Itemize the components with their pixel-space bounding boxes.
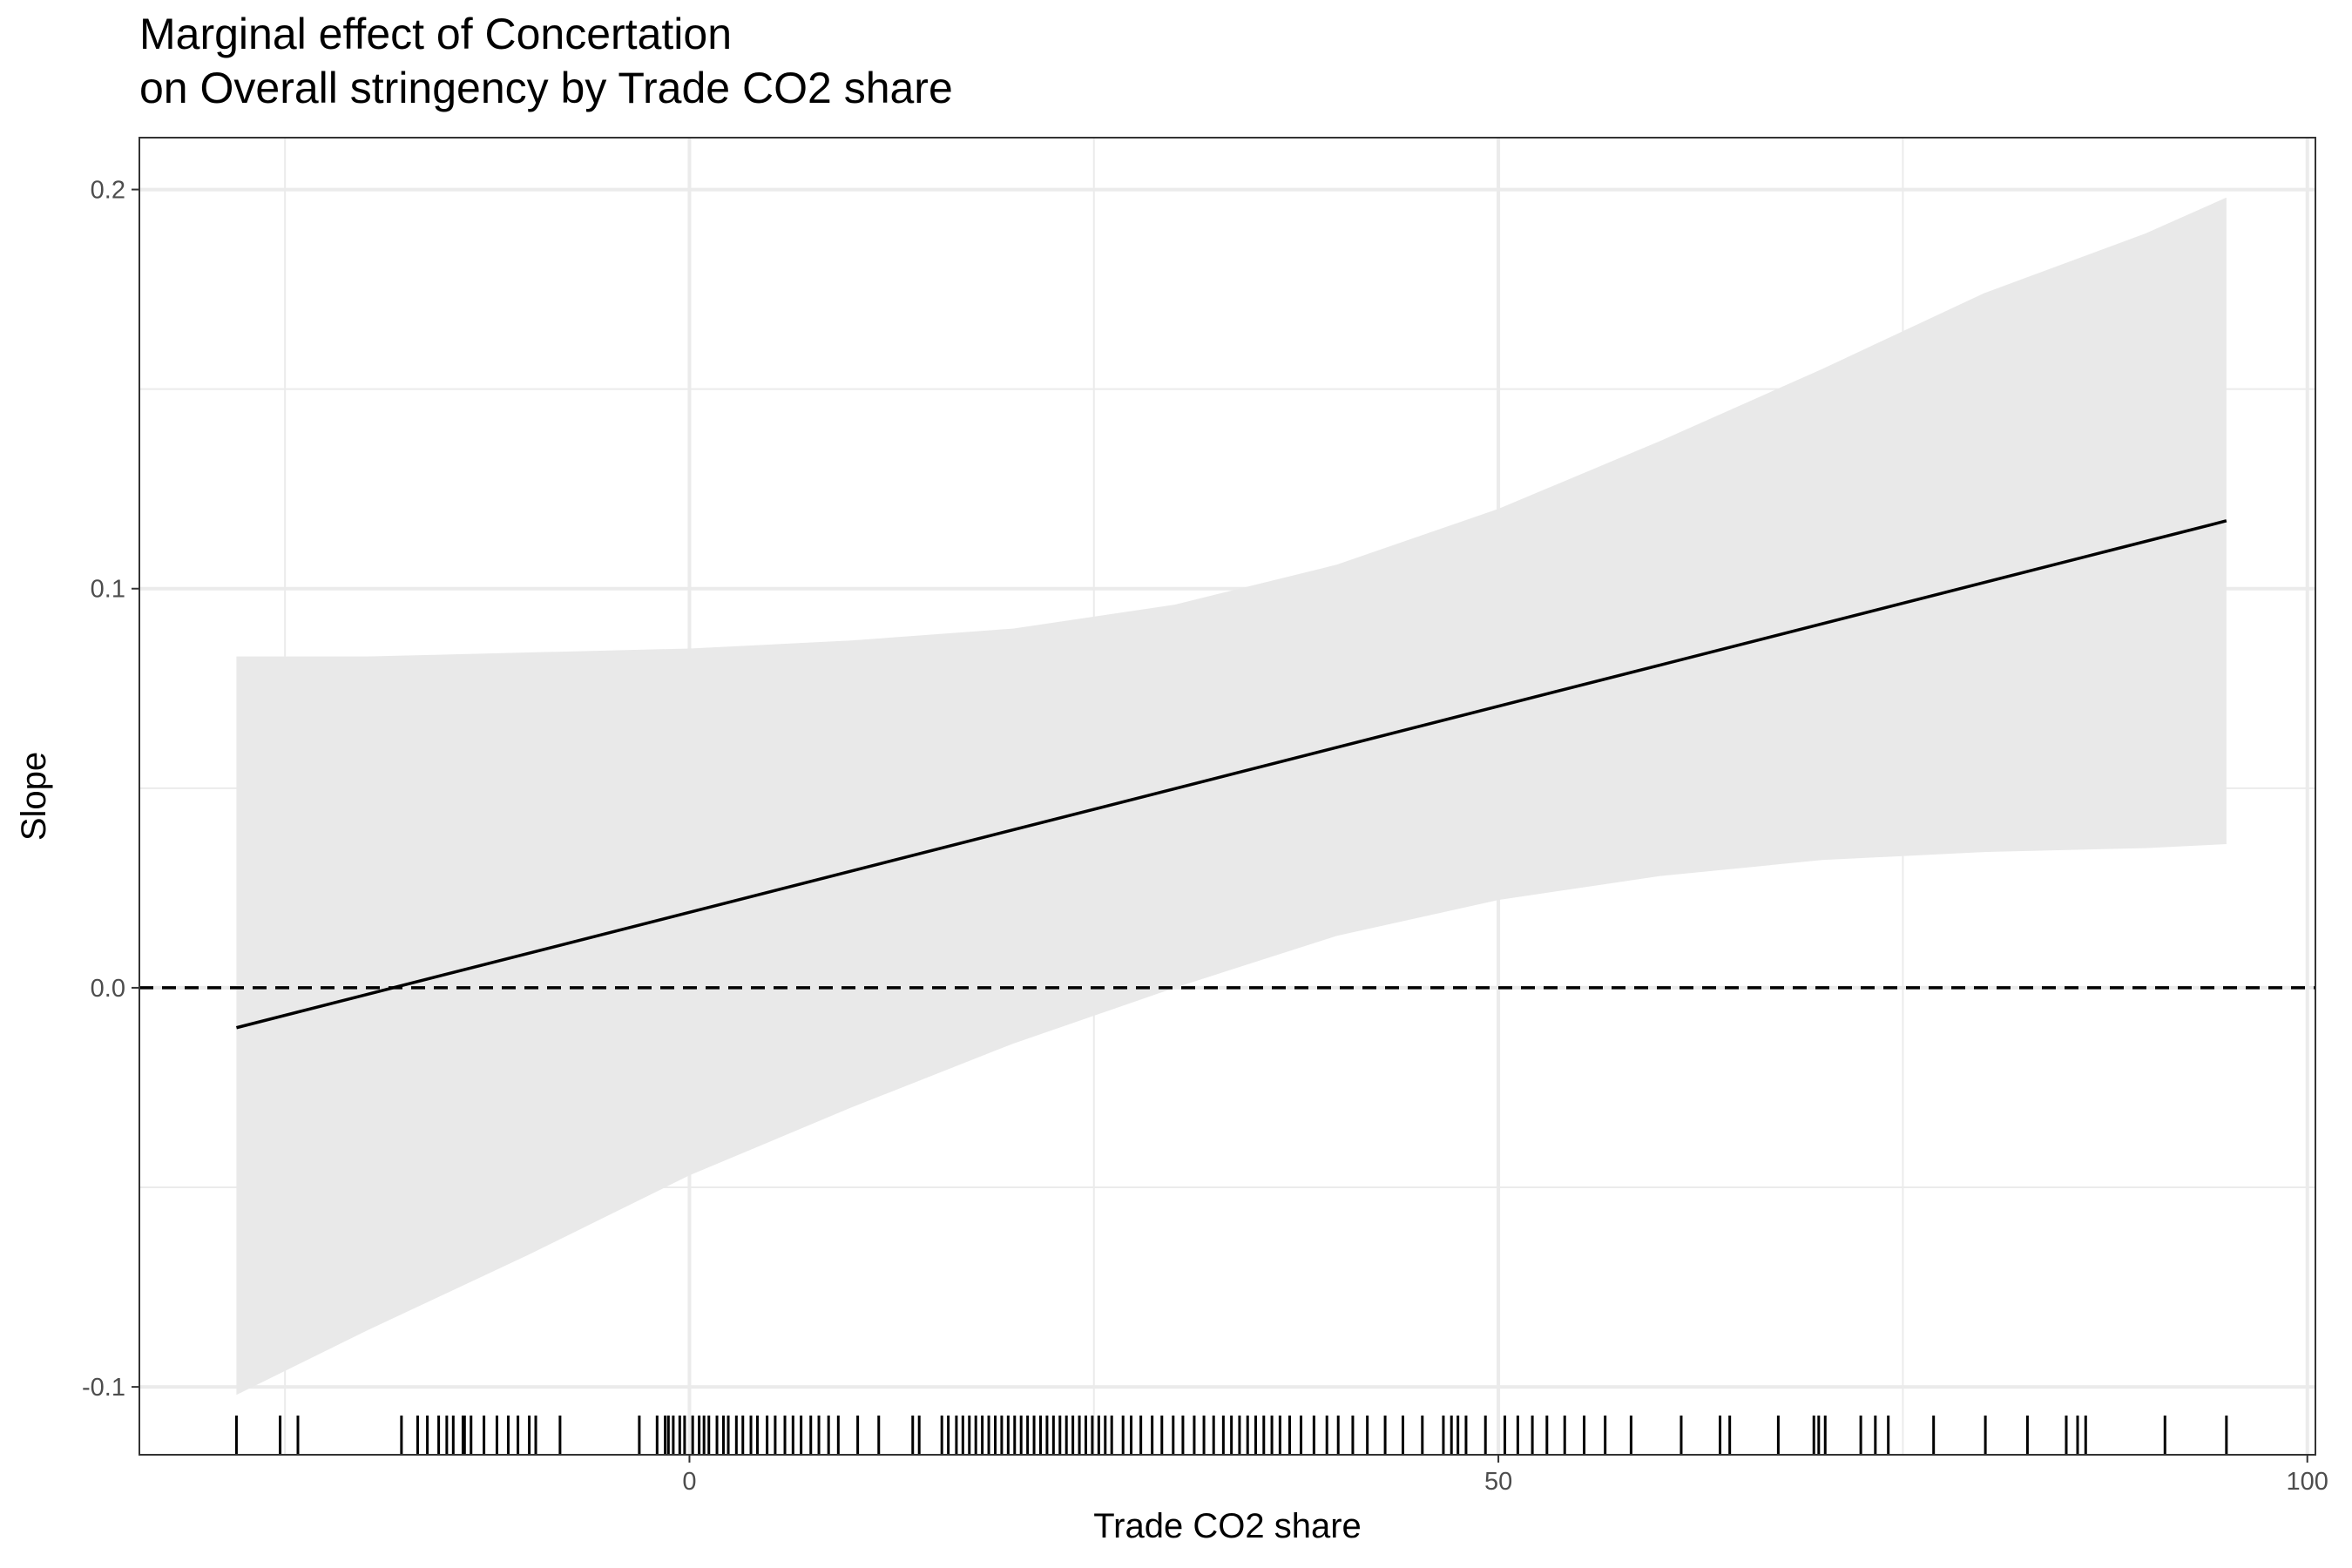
y-axis-title: Slope xyxy=(15,752,53,841)
confidence-band xyxy=(236,197,2227,1396)
x-axis-title: Trade CO2 share xyxy=(1093,1507,1362,1545)
marginal-effect-line xyxy=(236,519,2227,1030)
axis-layer: 0 50 100 -0.1 0.0 0.1 0.2 xyxy=(82,177,2328,1496)
panel-border xyxy=(139,137,2316,1456)
y-tick-label: -0.1 xyxy=(82,1374,125,1402)
chart-subtitle: on Overall stringency by Trade CO2 share xyxy=(139,64,953,112)
x-tick-label: 100 xyxy=(2287,1468,2328,1496)
y-tick-label: 0.1 xyxy=(91,576,125,604)
rug-layer xyxy=(234,1416,2228,1455)
y-tick-label: 0.0 xyxy=(91,975,125,1003)
chart-title: Marginal effect of Concertation xyxy=(139,10,733,58)
x-tick-label: 0 xyxy=(682,1468,696,1496)
x-tick-label: 50 xyxy=(1484,1468,1512,1496)
chart-title-block: Marginal effect of Concertation on Overa… xyxy=(139,7,953,115)
y-tick-label: 0.2 xyxy=(91,177,125,205)
